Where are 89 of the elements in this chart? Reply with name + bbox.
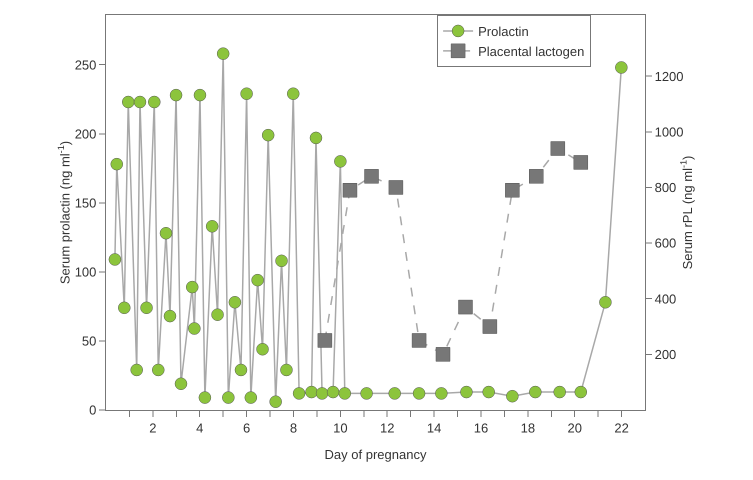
y-tick-label: 250 xyxy=(74,57,96,72)
y2-tick-label: 600 xyxy=(654,236,676,251)
point xyxy=(305,386,318,398)
point xyxy=(388,387,401,400)
point xyxy=(482,319,498,334)
point xyxy=(482,386,495,398)
point xyxy=(262,128,274,142)
point xyxy=(280,364,293,376)
point xyxy=(188,322,201,335)
y2-tick-label: 1200 xyxy=(654,68,684,84)
legend-label: Prolactin xyxy=(478,24,529,40)
point xyxy=(251,274,264,286)
x-tick-label: 4 xyxy=(196,420,204,436)
point xyxy=(256,342,269,356)
point xyxy=(316,387,328,400)
point xyxy=(118,302,131,314)
y2-tick-label: 200 xyxy=(654,346,676,362)
point xyxy=(275,254,288,268)
point xyxy=(134,96,146,108)
point xyxy=(174,378,188,390)
point xyxy=(460,386,473,398)
legend-label: Placental lactogen xyxy=(478,44,584,59)
x-tick-label: 22 xyxy=(614,420,629,436)
point xyxy=(599,296,612,309)
point xyxy=(222,391,235,404)
point xyxy=(216,47,230,60)
point xyxy=(334,155,347,168)
point xyxy=(364,169,379,184)
point xyxy=(574,155,588,170)
point xyxy=(338,387,352,400)
point xyxy=(130,364,143,376)
point xyxy=(140,302,153,314)
point xyxy=(170,88,182,102)
point xyxy=(198,391,212,404)
point xyxy=(292,387,306,400)
point xyxy=(553,386,566,398)
point xyxy=(326,386,340,398)
y-tick-label: 100 xyxy=(74,264,96,280)
point xyxy=(240,87,253,100)
point xyxy=(310,132,322,144)
point xyxy=(529,386,542,398)
point xyxy=(206,220,218,233)
y-tick-label: 150 xyxy=(74,195,96,210)
y-tick-label: 0 xyxy=(89,402,96,418)
point xyxy=(194,88,206,102)
x-tick-label: 18 xyxy=(520,420,536,436)
point xyxy=(550,141,566,156)
point xyxy=(436,347,450,362)
point xyxy=(108,253,122,266)
x-tick-label: 14 xyxy=(426,420,442,436)
point xyxy=(574,386,588,398)
point xyxy=(160,226,172,240)
point xyxy=(615,61,628,74)
point xyxy=(412,333,426,348)
point xyxy=(110,158,124,170)
point xyxy=(506,390,519,402)
point xyxy=(505,183,520,198)
point xyxy=(234,364,248,376)
point xyxy=(435,387,448,400)
point xyxy=(186,280,198,294)
point xyxy=(342,183,358,198)
point xyxy=(388,180,404,195)
y-tick-label: 50 xyxy=(82,333,96,348)
x-tick-label: 12 xyxy=(380,420,394,436)
point xyxy=(360,387,373,400)
y-tick-label: 200 xyxy=(74,126,96,142)
y2-tick-label: 1000 xyxy=(654,124,684,140)
x-tick-label: 8 xyxy=(290,420,298,436)
point xyxy=(228,296,242,309)
point xyxy=(412,387,426,400)
x-tick-label: 10 xyxy=(333,420,348,436)
point xyxy=(458,300,473,314)
point xyxy=(269,395,282,408)
y2-tick-label: 400 xyxy=(654,291,676,306)
point xyxy=(122,96,135,108)
point xyxy=(318,333,332,348)
point xyxy=(211,308,224,321)
point xyxy=(148,96,161,108)
y2-tick-label: 800 xyxy=(654,180,676,196)
x-tick-label: 6 xyxy=(242,420,250,436)
x-tick-label: 16 xyxy=(474,420,488,436)
point xyxy=(529,169,544,184)
point xyxy=(164,310,176,322)
x-axis-title: Day of pregnancy xyxy=(324,447,427,462)
point xyxy=(286,87,300,100)
x-tick-label: 20 xyxy=(567,420,582,436)
x-tick-label: 2 xyxy=(149,420,156,436)
point xyxy=(152,364,165,376)
point xyxy=(244,391,258,404)
